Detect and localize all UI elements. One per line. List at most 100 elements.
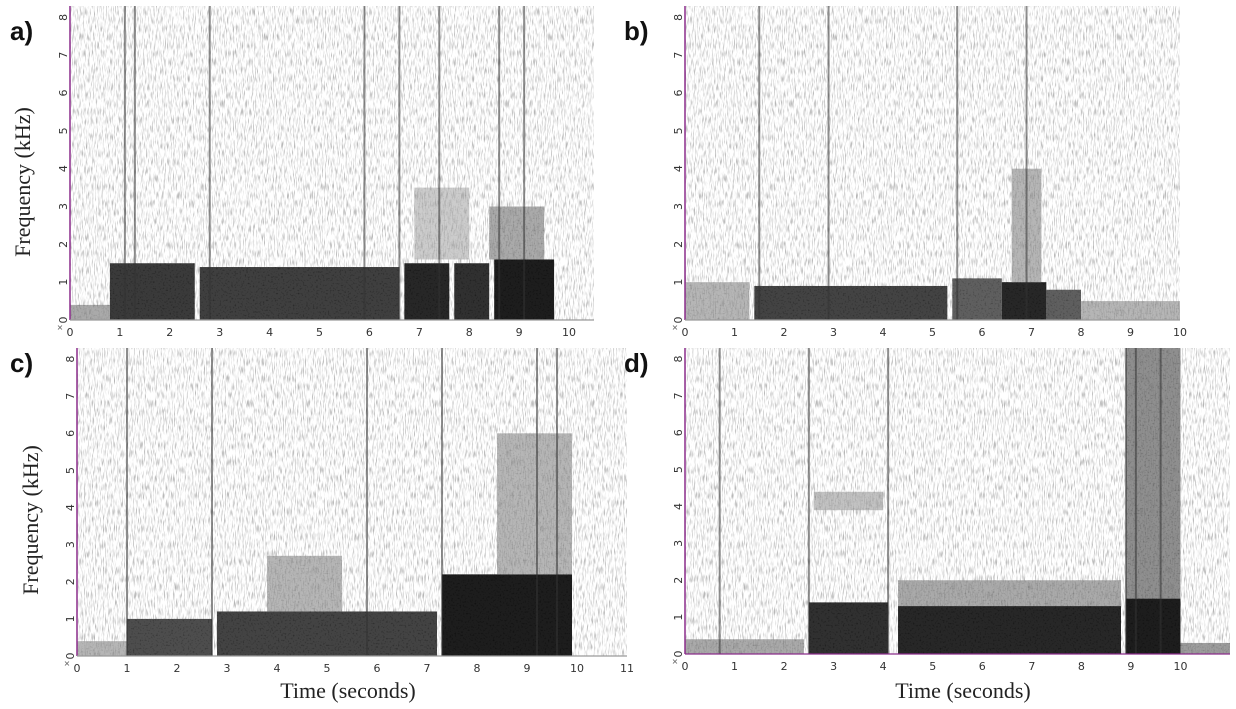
x-axis-label-c: Time (seconds) [280,678,415,703]
x-tick-b-7: 7 [1028,326,1035,339]
energy-texture-c-1 [127,618,212,656]
y-tick-d-7: 7 [672,392,685,399]
y-tick-c-1: 1 [64,615,77,622]
y-tick-c-0: 0 [64,653,77,660]
energy-texture-a-1 [109,263,195,320]
x-tick-a-7: 7 [416,326,423,339]
x-tick-a-1: 1 [116,326,123,339]
y-tick-a-7: 7 [57,52,70,59]
x-tick-c-3: 3 [224,662,231,675]
y-tick-a-4: 4 [57,165,70,172]
energy-texture-b-4 [1046,289,1081,320]
noise-field-b [685,6,1180,320]
energy-texture-b-2 [952,278,1002,320]
y-tick-d-5: 5 [672,466,685,473]
energy-texture-a-0 [70,304,110,320]
x-tick-a-5: 5 [316,326,323,339]
panel-label-b: b) [624,16,649,46]
y-tick-c-3: 3 [64,541,77,548]
y-tick-b-8: 8 [672,14,685,21]
y-tick-a-8: 8 [57,14,70,21]
y-tick-c-6: 6 [64,430,77,437]
x-tick-c-1: 1 [124,662,131,675]
x-tick-d-8: 8 [1078,660,1085,673]
x-tick-d-3: 3 [830,660,837,673]
energy-texture-b-1 [754,285,948,320]
x-tick-d-7: 7 [1028,660,1035,673]
y-tick-d-6: 6 [672,429,685,436]
energy-texture-d-1 [808,602,889,654]
x-tick-b-5: 5 [929,326,936,339]
spectrogram-plot-d: 0 1 2 3 4 5 6 7 8 0 1 2 3 4 5 6 7 8 9 10 × [672,348,1230,673]
y-tick-c-5: 5 [64,467,77,474]
x-tick-d-0: 0 [682,660,689,673]
panel-d: d) Time (seconds) 0 1 2 3 4 5 6 7 8 0 1 2 3 4 5 6 7 8 9 10 × [624,348,1230,703]
x-tick-c-8: 8 [474,662,481,675]
x-tick-a-8: 8 [466,326,473,339]
spectrogram-plot-b: 0 1 2 3 4 5 6 7 8 0 1 2 3 4 5 6 7 8 9 10 × [672,6,1187,339]
energy-texture-b-5 [1081,301,1180,320]
x-tick-b-3: 3 [830,326,837,339]
energy-texture-a-4 [454,263,490,320]
y-tick-d-0: 0 [672,651,685,658]
y-axis-label-c: Frequency (kHz) [18,445,43,595]
y-tick-c-8: 8 [64,356,77,363]
x-axis-label-d: Time (seconds) [895,678,1030,703]
y-tick-a-3: 3 [57,203,70,210]
energy-texture-a-6 [489,206,545,260]
y-tick-d-2: 2 [672,577,685,584]
corner-mark-c: × [64,659,71,668]
energy-texture-c-3 [267,555,342,612]
x-tick-d-9: 9 [1127,660,1134,673]
x-tick-a-4: 4 [266,326,273,339]
x-tick-a-10: 10 [562,326,576,339]
energy-texture-d-3 [898,580,1121,607]
y-tick-d-3: 3 [672,540,685,547]
panel-label-a: a) [10,16,33,46]
x-tick-b-8: 8 [1078,326,1085,339]
energy-texture-a-2 [199,267,400,320]
energy-texture-b-0 [685,282,750,320]
x-tick-b-6: 6 [979,326,986,339]
energy-texture-d-6 [813,491,884,511]
y-tick-b-2: 2 [672,241,685,248]
x-tick-b-9: 9 [1127,326,1134,339]
spectrogram-plot-a: 0 1 2 3 4 5 6 7 8 0 1 2 3 4 5 6 7 8 9 10 × [57,6,594,339]
y-tick-d-4: 4 [672,503,685,510]
y-tick-b-3: 3 [672,203,685,210]
energy-texture-d-2 [898,606,1121,654]
x-tick-a-3: 3 [216,326,223,339]
x-tick-c-2: 2 [174,662,181,675]
energy-texture-d-5 [1125,598,1181,654]
x-tick-c-5: 5 [324,662,331,675]
x-tick-b-2: 2 [781,326,788,339]
energy-texture-c-0 [77,641,127,656]
y-tick-a-0: 0 [57,317,70,324]
y-tick-b-1: 1 [672,279,685,286]
x-tick-b-4: 4 [880,326,887,339]
x-tick-d-10: 10 [1173,660,1187,673]
y-tick-c-4: 4 [64,504,77,511]
y-tick-d-1: 1 [672,614,685,621]
y-tick-a-6: 6 [57,90,70,97]
spectrogram-plot-c: 0 1 2 3 4 5 6 7 8 0 1 2 3 4 5 6 7 8 9 10 11 × [64,348,634,675]
y-tick-b-0: 0 [672,317,685,324]
x-tick-c-11: 11 [620,662,634,675]
x-tick-c-10: 10 [570,662,584,675]
panel-b: b) 0 1 2 3 4 5 6 7 8 0 1 2 3 4 5 6 7 8 9 10 × [624,6,1187,339]
energy-texture-d-7 [1180,642,1230,654]
panel-a: a) Frequency (kHz) 0 1 2 3 4 5 6 7 8 0 1 2 3 4 5 6 7 8 9 10… [10,6,594,339]
x-tick-b-0: 0 [682,326,689,339]
x-tick-d-1: 1 [731,660,738,673]
x-tick-c-6: 6 [374,662,381,675]
x-tick-a-0: 0 [67,326,74,339]
y-axis-label-a: Frequency (kHz) [10,107,35,257]
energy-texture-b-3 [1001,282,1047,320]
x-tick-a-6: 6 [366,326,373,339]
corner-mark-b: × [672,323,679,332]
y-tick-b-7: 7 [672,52,685,59]
panel-label-d: d) [624,348,649,378]
energy-texture-a-7 [414,187,470,260]
x-tick-c-0: 0 [74,662,81,675]
